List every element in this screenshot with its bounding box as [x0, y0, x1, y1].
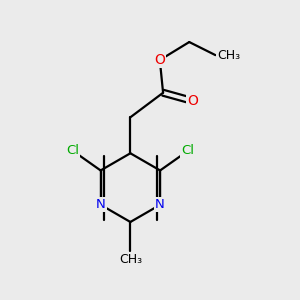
Text: N: N: [155, 198, 165, 211]
Text: Cl: Cl: [66, 144, 79, 157]
Text: O: O: [187, 94, 198, 108]
Text: CH₃: CH₃: [119, 253, 142, 266]
Text: N: N: [96, 198, 106, 211]
Text: O: O: [154, 53, 165, 67]
Text: CH₃: CH₃: [217, 49, 240, 62]
Text: Cl: Cl: [182, 144, 194, 157]
